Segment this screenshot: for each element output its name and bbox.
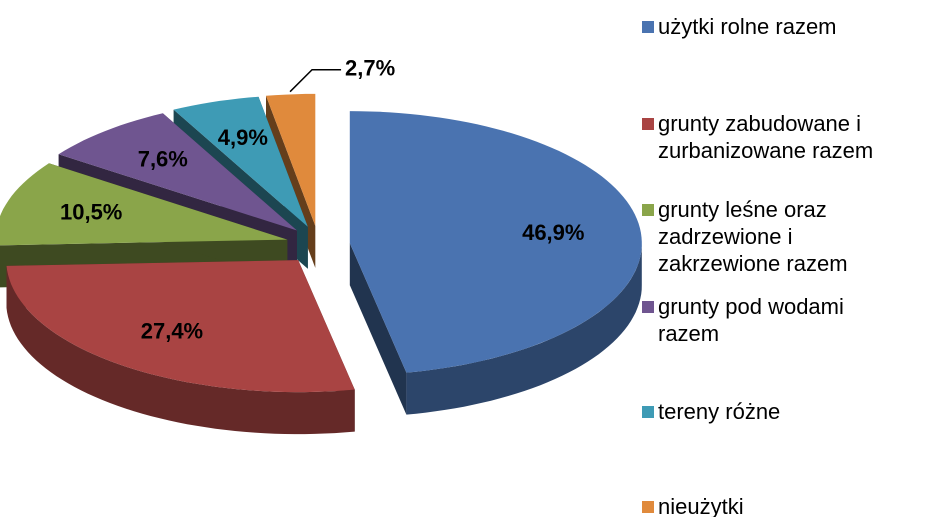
data-label: 46,9% — [522, 220, 584, 245]
legend-swatch — [642, 118, 654, 130]
slice-top — [266, 93, 316, 226]
legend-label: użytki rolne razem — [658, 14, 837, 39]
slice — [6, 260, 355, 435]
legend-label: grunty leśne oraz zadrzewione i zakrzewi… — [658, 197, 848, 276]
legend-swatch — [642, 301, 654, 313]
slice-top — [58, 113, 297, 231]
legend-swatch — [642, 21, 654, 33]
leader-line — [289, 68, 342, 93]
slice — [349, 111, 642, 415]
slice-wall — [406, 243, 642, 415]
legend-swatch — [642, 501, 654, 513]
data-label: 4,9% — [218, 125, 268, 150]
legend-swatch — [642, 204, 654, 216]
legend-item: grunty zabudowane i zurbanizowane razem — [642, 110, 896, 164]
legend-item: grunty leśne oraz zadrzewione i zakrzewi… — [642, 196, 896, 277]
legend-label: tereny różne — [658, 399, 781, 424]
legend-label: grunty zabudowane i zurbanizowane razem — [658, 111, 874, 163]
legend-item: tereny różne — [642, 398, 896, 425]
legend-swatch — [642, 406, 654, 418]
data-label: 27,4% — [141, 319, 203, 344]
legend-item: nieużytki — [642, 493, 896, 517]
slice-side — [349, 243, 407, 415]
slice-top — [173, 96, 308, 227]
slice-top — [0, 163, 288, 246]
legend-item: użytki rolne razem — [642, 13, 896, 40]
data-label: 7,6% — [138, 147, 188, 172]
legend-item: grunty pod wodami razem — [642, 293, 896, 347]
data-label: 2,7% — [345, 56, 395, 81]
slice-top — [349, 111, 642, 373]
slice-top — [6, 260, 355, 393]
legend-label: nieużytki — [658, 494, 744, 517]
legend-label: grunty pod wodami razem — [658, 294, 844, 346]
data-label: 10,5% — [60, 199, 122, 224]
slice-wall — [6, 265, 355, 435]
